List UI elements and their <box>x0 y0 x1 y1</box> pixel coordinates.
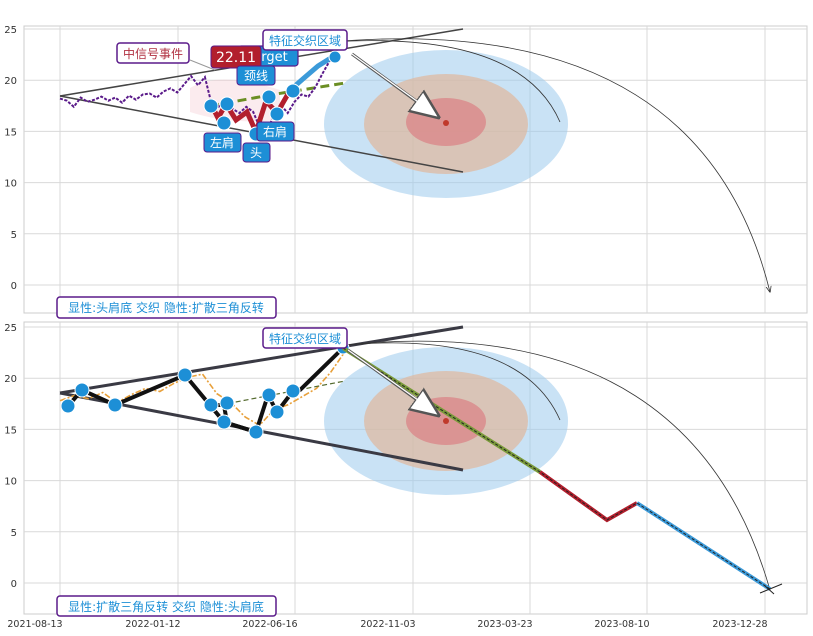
right-shoulder-text: 右肩 <box>263 124 287 139</box>
top-swoop-small <box>329 40 561 123</box>
head-text: 头 <box>250 146 262 160</box>
bottom-zone-arrow-inner <box>347 349 433 411</box>
bottom-y-tick-labels: 0 5 10 15 20 25 <box>4 323 17 590</box>
bottom-target-zones <box>324 347 568 495</box>
y-tick-label: 5 <box>11 230 17 241</box>
y-tick-label: 15 <box>4 127 17 138</box>
y-tick-label: 25 <box>4 323 17 334</box>
y-tick-label: 15 <box>4 425 17 436</box>
top-zone-label: 特征交织区域 <box>262 29 348 51</box>
top-left-shoulder-label: 左肩 <box>203 132 242 153</box>
bottom-zone-text: 特征交织区域 <box>269 331 341 346</box>
top-head-label: 头 <box>242 142 271 163</box>
marker-point <box>269 106 285 122</box>
marker-point <box>107 397 123 413</box>
marker-point <box>285 83 301 99</box>
value-text: 22.11 <box>216 50 256 66</box>
marker-point <box>248 424 264 440</box>
marker-point <box>203 98 219 114</box>
marker-point <box>203 397 219 413</box>
top-signal-label: 中信号事件 <box>116 42 190 64</box>
zone-center <box>443 418 449 424</box>
bottom-panel: 0 5 10 15 20 25 2021-08-13 2022-01-12 2022-06-1… <box>4 321 808 630</box>
top-y-tick-labels: 0 5 10 15 20 25 <box>4 25 17 292</box>
zone-text: 特征交织区域 <box>269 33 341 48</box>
bottom-zone-label: 特征交织区域 <box>262 327 348 349</box>
top-panel: 0 5 10 15 20 25 <box>4 25 808 319</box>
marker-point <box>216 115 232 131</box>
top-footer-text: 显性:头肩底 交织 隐性:扩散三角反转 <box>68 300 264 315</box>
top-footer: 显性:头肩底 交织 隐性:扩散三角反转 <box>56 296 277 319</box>
marker-point <box>216 414 232 430</box>
marker-point <box>328 50 342 64</box>
marker-point <box>261 387 277 403</box>
marker-point <box>219 96 235 112</box>
x-tick-label: 2022-11-03 <box>360 619 415 630</box>
x-tick-label: 2023-12-28 <box>712 619 767 630</box>
bottom-swoop-small <box>344 342 561 421</box>
x-tick-label: 2023-03-23 <box>477 619 532 630</box>
bottom-markers <box>60 341 350 440</box>
signal-event-text: 中信号事件 <box>123 46 183 61</box>
x-tick-label: 2022-01-12 <box>125 619 180 630</box>
top-neckline-label: 颈线 <box>236 65 276 86</box>
bottom-dashed-neckline <box>219 380 346 406</box>
top-price-line <box>59 51 337 134</box>
y-tick-label: 10 <box>4 179 17 190</box>
zone-center <box>443 120 449 126</box>
top-swoop-large <box>329 38 770 292</box>
top-zone-arrow-inner <box>351 53 433 113</box>
top-value-label: 22.11 <box>210 45 262 69</box>
marker-point <box>261 89 277 105</box>
marker-point <box>219 395 235 411</box>
bottom-footer-text: 显性:扩散三角反转 交织 隐性:头肩底 <box>68 599 264 614</box>
projection-end-tick-b <box>763 584 775 595</box>
top-target-zones <box>324 50 568 198</box>
x-tick-label: 2023-08-10 <box>594 619 649 630</box>
x-tick-label: 2022-06-16 <box>242 619 297 630</box>
y-tick-label: 5 <box>11 528 17 539</box>
y-tick-label: 20 <box>4 374 17 385</box>
bottom-footer: 显性:扩散三角反转 交织 隐性:头肩底 <box>56 595 277 617</box>
top-right-shoulder-label: 右肩 <box>256 121 295 142</box>
left-shoulder-text: 左肩 <box>210 135 234 150</box>
x-tick-labels: 2021-08-13 2022-01-12 2022-06-16 2022-11-03… <box>7 619 767 630</box>
projection-dash <box>342 347 771 590</box>
marker-point <box>285 383 301 399</box>
y-tick-label: 25 <box>4 25 17 36</box>
marker-point <box>74 382 90 398</box>
marker-point <box>60 398 76 414</box>
bottom-swoop-large <box>344 340 771 591</box>
top-signal-arrow <box>189 59 216 71</box>
bottom-price-line <box>59 351 346 427</box>
y-tick-label: 0 <box>11 281 17 292</box>
marker-point <box>269 404 285 420</box>
y-tick-label: 10 <box>4 477 17 488</box>
projection-end-tick <box>759 583 783 594</box>
bottom-triangle-upper <box>59 325 464 395</box>
x-tick-label: 2021-08-13 <box>7 619 62 630</box>
y-tick-label: 0 <box>11 579 17 590</box>
marker-point <box>177 367 193 383</box>
neckline-text: 颈线 <box>244 69 268 83</box>
y-tick-label: 20 <box>4 76 17 87</box>
